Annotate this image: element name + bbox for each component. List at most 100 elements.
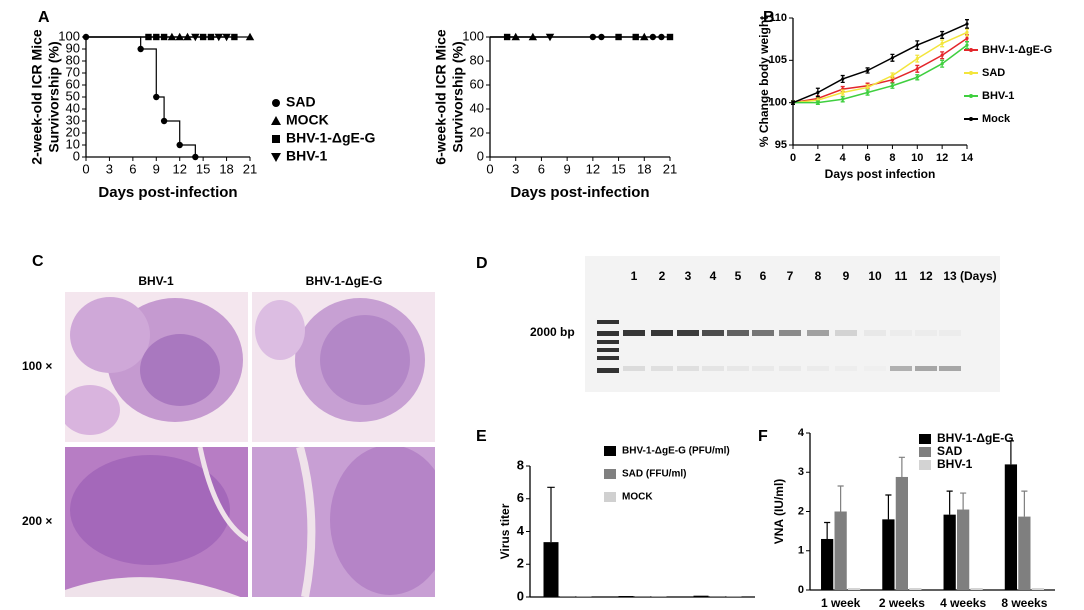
y-tick-label: 1 <box>798 545 804 557</box>
error-bar <box>885 494 892 520</box>
line-point <box>890 84 895 88</box>
legend-label: SAD <box>286 94 316 110</box>
gel-band <box>807 330 829 336</box>
legend-label: SAD (FFU/ml) <box>622 469 686 480</box>
lane-label: 3 <box>685 269 692 283</box>
gel-band <box>752 366 774 371</box>
x-tick-label: 9 <box>153 161 160 176</box>
gel-band <box>915 366 937 371</box>
x-tick-label: 6 <box>865 152 871 164</box>
y-tick-label: 4 <box>798 427 805 439</box>
y-tick-label: 30 <box>66 112 80 127</box>
survival-point <box>160 117 168 125</box>
lane-label: 7 <box>787 269 794 283</box>
y-axis-label: Survivorship (%) <box>46 41 62 152</box>
x-tick-label: 9 <box>564 161 571 176</box>
gel-band <box>727 366 749 371</box>
x-tick-label: 12 <box>936 152 948 164</box>
gel-band <box>677 330 699 336</box>
lane-label: 5 <box>735 269 742 283</box>
survival-point <box>176 141 183 149</box>
x-tick-label: 4 weeks <box>940 596 986 610</box>
y-tick-label: 20 <box>470 124 484 139</box>
line-point <box>965 43 969 47</box>
lane-label: 9 <box>843 269 850 283</box>
line-point <box>940 62 944 66</box>
legend-swatch <box>604 492 616 502</box>
legend-marker <box>272 135 280 143</box>
bar <box>1004 464 1018 590</box>
bar <box>1031 588 1044 590</box>
bar <box>618 596 634 597</box>
unit-label: (Days) <box>960 269 997 283</box>
bar <box>821 538 834 590</box>
bar <box>693 595 709 597</box>
gel-band <box>779 366 801 371</box>
line-point <box>890 73 895 78</box>
line-point <box>915 57 919 61</box>
y-tick-label: 0 <box>477 148 484 163</box>
panel-letter: B <box>763 9 775 26</box>
row-label: 100 × <box>22 359 52 373</box>
legend-marker <box>271 153 281 162</box>
x-tick-label: 6 <box>129 161 136 176</box>
lane-label: 2 <box>659 269 666 283</box>
y-tick-label: 2 <box>798 505 804 517</box>
error-bar <box>837 485 844 512</box>
legend-swatch <box>604 469 616 479</box>
bar <box>909 588 922 590</box>
y-tick-label: 6 <box>517 490 524 505</box>
bar <box>847 588 861 590</box>
panel-letter: A <box>38 9 50 26</box>
x-tick-label: 8 <box>889 152 895 164</box>
gel-band <box>623 330 645 336</box>
micrograph <box>65 447 248 597</box>
error-bar <box>1021 490 1028 517</box>
legend-label: SAD <box>982 67 1005 79</box>
line-point <box>940 41 944 46</box>
y-axis-label: 2-week-old ICR Mice <box>29 29 45 165</box>
bar <box>957 509 970 590</box>
panel-letter: C <box>32 253 44 270</box>
bar <box>635 596 650 597</box>
survival-point <box>214 33 223 42</box>
line-point <box>816 90 820 95</box>
gel-band <box>779 330 801 336</box>
x-tick-label: 15 <box>196 161 210 176</box>
survival-point <box>192 153 199 161</box>
histology: C BHV-1 BHV-1-ΔgE-G 100 × 200 × <box>22 253 435 597</box>
y-tick-label: 100 <box>58 28 80 43</box>
survival-line <box>86 36 196 157</box>
x-tick-label: 14 <box>961 152 974 164</box>
gel-band <box>702 330 724 336</box>
bar <box>970 588 983 590</box>
x-tick-label: 21 <box>243 161 257 176</box>
gel-band <box>890 330 912 336</box>
line-point <box>915 43 919 47</box>
line-point <box>965 36 969 40</box>
legend-swatch <box>604 446 616 456</box>
y-axis-label: Survivorship (%) <box>450 41 466 152</box>
line-point <box>791 101 795 105</box>
x-tick-label: 12 <box>172 161 186 176</box>
y-axis-label: 6-week-old ICR Mice <box>433 29 449 165</box>
legend-label: MOCK <box>622 492 653 503</box>
lane-label: 8 <box>815 269 822 283</box>
y-tick-label: 95 <box>775 139 787 151</box>
gel-band <box>915 330 937 336</box>
survival-point <box>153 93 160 101</box>
line-point <box>816 101 820 105</box>
micrograph <box>252 292 435 442</box>
legend-label: BHV-1-ΔgE-G (PFU/ml) <box>622 446 730 457</box>
y-tick-label: 110 <box>769 12 787 24</box>
y-tick-label: 3 <box>798 466 804 478</box>
survival-point <box>589 33 597 41</box>
bar <box>543 542 559 597</box>
y-tick-label: 105 <box>769 54 787 66</box>
survival-point <box>137 45 144 53</box>
gel-band <box>727 330 749 336</box>
y-tick-label: 0 <box>517 588 524 603</box>
marker-label: 2000 bp <box>530 325 575 339</box>
lane-label: 10 <box>868 269 882 283</box>
